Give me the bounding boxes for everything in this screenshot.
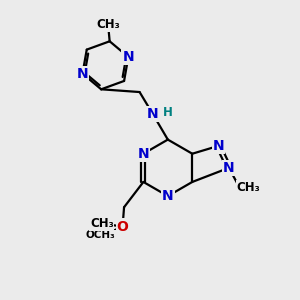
Text: N: N bbox=[223, 161, 235, 175]
Text: N: N bbox=[147, 107, 159, 121]
Text: N: N bbox=[138, 147, 149, 161]
Text: H: H bbox=[163, 106, 173, 119]
Text: N: N bbox=[213, 139, 224, 153]
Text: N: N bbox=[162, 189, 174, 203]
Text: CH₃: CH₃ bbox=[236, 181, 260, 194]
Text: OCH₃: OCH₃ bbox=[85, 230, 115, 241]
Text: CH₃: CH₃ bbox=[96, 18, 120, 32]
Text: N: N bbox=[122, 50, 134, 64]
Text: N: N bbox=[77, 67, 88, 81]
Text: O: O bbox=[117, 220, 128, 233]
Text: CH₃: CH₃ bbox=[90, 217, 114, 230]
